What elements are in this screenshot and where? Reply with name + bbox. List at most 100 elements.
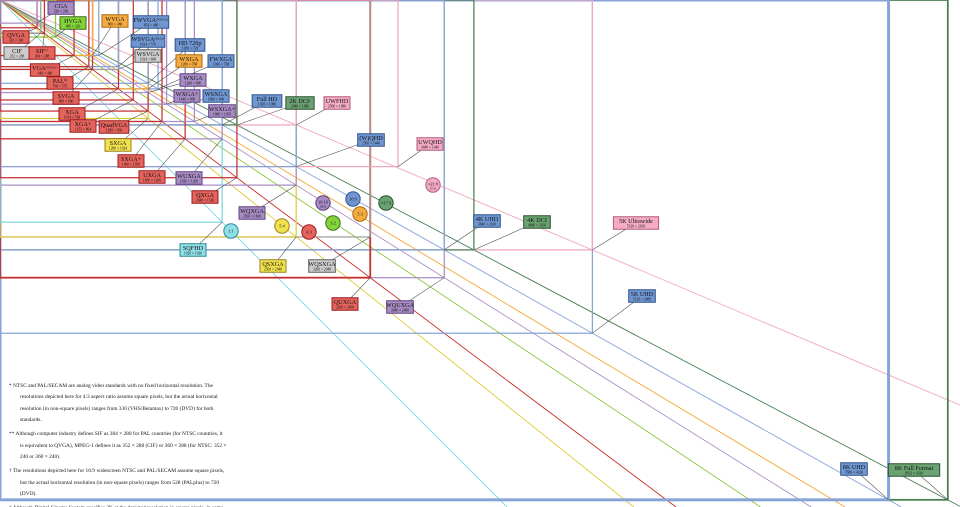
label-box	[473, 214, 501, 228]
ratio-badge-circle	[345, 191, 361, 207]
standard-resolution: 1280 × 800	[185, 81, 202, 85]
label-box	[840, 462, 868, 476]
label-box	[98, 120, 130, 134]
label-box	[47, 1, 75, 15]
standard-label-sxga-plus: SXGA+1400 × 1050	[117, 154, 145, 168]
standard-name: HVGA	[64, 18, 82, 25]
standard-label-xga-plus: XGA+1152 × 864	[69, 119, 97, 133]
label-box	[138, 170, 166, 184]
standard-name: UWQHD	[418, 139, 442, 146]
standard-resolution: 2560 × 1600	[243, 214, 261, 218]
label-box	[323, 96, 351, 110]
label-box	[174, 38, 206, 52]
label-box	[238, 206, 266, 220]
standard-resolution: 800 × 480	[108, 22, 123, 26]
ratio-badge-circle	[274, 218, 290, 234]
standard-resolution: 1366 × 768	[213, 62, 230, 66]
ratio-badge-r11: 1:1	[223, 223, 239, 239]
aspect-line-r43	[0, 0, 677, 507]
ratio-badge-sublabel: (7:3)	[430, 187, 436, 191]
standard-resolution: 1920 × 1080	[258, 102, 276, 106]
standard-resolution: 4096 × 2160	[528, 223, 546, 227]
standard-resolution: 2048 × 1080	[291, 104, 309, 108]
ratio-badge-label: ≈17:9	[381, 201, 391, 206]
standard-label-wxga-plus: WXGA+1440 × 900	[173, 89, 201, 103]
standard-resolution: 1920 × 1200	[180, 179, 198, 183]
standard-label-pal: PAL*768 × 576	[46, 76, 74, 90]
standard-resolution: 7680 × 4320	[845, 470, 863, 474]
label-box	[175, 171, 203, 185]
standard-label-wsxga-plus: WSXGA+1680 × 1050	[208, 104, 236, 118]
standard-resolution: 1024 × 576	[140, 42, 157, 46]
ratio-badge-r169: 16:9	[345, 191, 361, 207]
standard-resolution: 2560 × 1080	[328, 104, 346, 108]
standard-name: SVGA	[58, 93, 75, 100]
standard-name: WQUXGA	[386, 302, 415, 309]
standard-name: 8K UHD	[843, 464, 866, 471]
ratio-badge-label: ≈21:9	[428, 182, 438, 187]
label-box	[523, 215, 551, 229]
standard-rect-wxga-plus	[0, 0, 168, 105]
standard-name: FWVGA(NTSC)†	[133, 17, 169, 24]
standard-name: WQXGA	[240, 208, 264, 215]
standard-label-sif: SIF**384 × 288	[28, 46, 56, 60]
standard-name: 5K UHD	[631, 291, 654, 298]
aspect-line-r53	[0, 0, 846, 507]
standard-resolution: 1600 × 900	[208, 97, 225, 101]
label-box	[357, 133, 385, 147]
standard-resolution: 1600 × 1200	[143, 178, 161, 182]
label-box	[612, 216, 660, 230]
standard-name: WSXGA+	[209, 106, 236, 113]
label-box	[132, 15, 170, 29]
footnotes-block: * NTSC and PAL/SECAM are analog video st…	[9, 381, 227, 507]
label-box	[887, 463, 941, 477]
standard-resolution: 1680 × 1050	[213, 112, 231, 116]
standard-name: SQFHD	[183, 245, 204, 252]
label-box	[104, 138, 132, 152]
standard-label-vga: VGA(NTSC)*640 × 480	[29, 63, 61, 77]
standard-resolution: 3200 × 2400	[336, 305, 354, 309]
ratio-badge-r179: ≈17:9	[378, 195, 394, 211]
standard-name: UWFHD	[326, 98, 349, 105]
ratio-badge-r53: 5:3	[352, 206, 368, 222]
standard-name: XGA+	[75, 121, 92, 128]
standard-resolution: 3440 × 1440	[421, 145, 439, 149]
standard-resolution: 1280 × 768	[181, 62, 198, 66]
ratio-badge-r43: 4:3	[301, 224, 317, 240]
standard-name: HD 720p	[179, 40, 202, 47]
aspect-line-r1610	[0, 0, 812, 507]
standard-resolution: 320 × 240	[9, 38, 24, 42]
standard-name: QUXGA	[334, 299, 357, 306]
ratio-badge-r1610: 16:10(8:5)	[315, 195, 331, 211]
standard-name: (W)QHD	[359, 135, 383, 142]
standard-name: UXGA	[143, 172, 161, 179]
standard-name: SXGA+	[121, 156, 142, 163]
standard-name: 2K DCI‡	[289, 98, 311, 105]
label-box	[2, 30, 30, 44]
standard-name: QuadVGA	[101, 122, 128, 129]
standard-name: WXGA	[179, 56, 199, 63]
ratio-badge-circle	[315, 195, 331, 211]
label-box	[251, 94, 283, 108]
standard-resolution: 352 × 288	[10, 54, 25, 58]
aspect-line-r32	[0, 0, 761, 507]
standard-resolution: 1280 × 1024	[109, 146, 127, 150]
